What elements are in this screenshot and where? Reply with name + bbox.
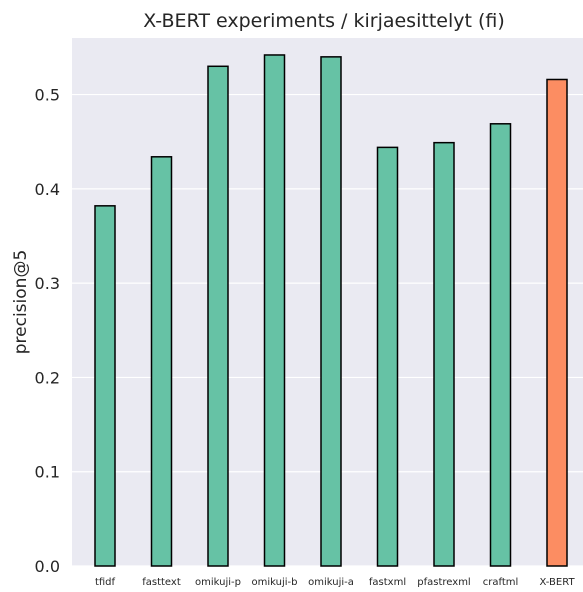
chart-title: X-BERT experiments / kirjaesittelyt (fi): [143, 10, 505, 32]
bar-omikuji-b: [263, 54, 286, 567]
bar-tfidf: [94, 205, 116, 567]
x-tick-label: tfidf: [95, 577, 116, 588]
bar-x-bert: [546, 78, 568, 567]
x-tick-label: omikuji-p: [195, 577, 241, 588]
x-axis-ticks: tfidf fasttext omikuji-p omikuji-b omikuji-a…: [95, 577, 575, 588]
x-tick-label: X-BERT: [539, 577, 575, 588]
bar-pfastrexml: [433, 141, 455, 567]
x-tick-label: pfastrexml: [417, 577, 470, 588]
bar-fasttext: [150, 156, 173, 567]
y-tick-label: 0.5: [35, 86, 60, 105]
x-tick-label: fastxml: [369, 577, 406, 588]
bar-omikuji-a: [320, 56, 342, 567]
bar-omikuji-p: [207, 65, 229, 567]
y-tick-label: 0.4: [35, 180, 60, 199]
x-tick-label: fasttext: [142, 577, 181, 588]
y-axis-ticks: 0.0 0.1 0.2 0.3 0.4 0.5: [35, 86, 60, 576]
x-tick-label: omikuji-b: [252, 577, 298, 588]
y-axis-label: precision@5: [11, 250, 31, 355]
bar-craftml: [489, 123, 512, 567]
y-tick-label: 0.0: [35, 557, 60, 576]
x-tick-label: craftml: [483, 577, 519, 588]
y-tick-label: 0.3: [35, 274, 60, 293]
y-tick-label: 0.2: [35, 368, 60, 387]
bar-fastxml: [376, 146, 399, 567]
x-tick-label: omikuji-a: [308, 577, 354, 588]
bars: [94, 54, 568, 567]
y-tick-label: 0.1: [35, 463, 60, 482]
